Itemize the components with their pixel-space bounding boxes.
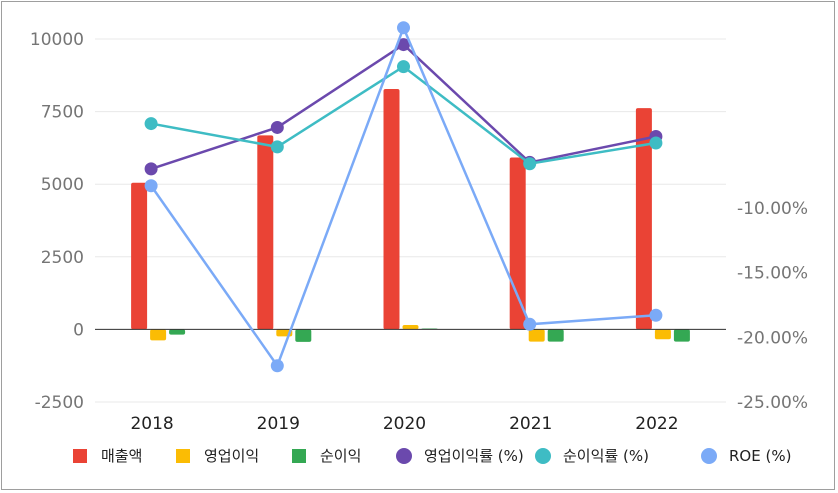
legend-swatch (701, 448, 717, 464)
left-tick-label: 10000 (30, 30, 84, 50)
series-point-2018 (144, 162, 158, 176)
series-point-2020 (397, 21, 410, 35)
legend-label: 매출액 (101, 447, 142, 465)
bar-2019 (295, 329, 312, 342)
bar-2021 (528, 329, 545, 342)
bar-2020 (402, 325, 419, 330)
x-tick-label: 2018 (130, 414, 173, 434)
legend-label: ROE (%) (729, 447, 791, 465)
left-tick-label: 7500 (41, 103, 84, 123)
series-point-2019 (270, 120, 284, 134)
legend-swatch (73, 449, 87, 463)
series-point-2018 (144, 179, 158, 193)
bar-2018 (131, 182, 148, 330)
left-axis-ticks: 10000 7500 5000 2500 0 -2500 (30, 30, 84, 413)
legend-label: 영업이익 (204, 447, 259, 465)
legend-label: 순이익률 (%) (563, 447, 649, 465)
right-tick-label: -20.00% (737, 328, 808, 348)
series-line (150, 24, 656, 369)
series-point-2018 (144, 117, 158, 131)
series-point-2019 (270, 140, 284, 154)
series-line (150, 65, 657, 166)
bar-2018 (150, 329, 167, 341)
legend-swatch (176, 449, 190, 463)
bar-2019 (257, 135, 274, 330)
series-point-2022 (649, 308, 663, 322)
legend: 매출액 영업이익 순이익 영업이익률 (%) 순이익률 (%) ROE (%) (73, 447, 791, 465)
series-point-2021 (523, 317, 537, 331)
x-axis-ticks: 2018 2019 2020 2021 2022 (130, 414, 678, 434)
line-series (144, 21, 663, 373)
x-tick-label: 2019 (257, 414, 300, 434)
series-point-2019 (270, 359, 284, 373)
right-tick-label: -10.00% (737, 199, 808, 219)
bar-2022 (673, 329, 690, 342)
bar-2018 (169, 329, 186, 335)
series-point-2021 (523, 157, 537, 171)
x-tick-label: 2020 (383, 414, 426, 434)
left-tick-label: -2500 (35, 393, 84, 413)
left-tick-label: 5000 (41, 175, 84, 195)
left-tick-label: 2500 (41, 248, 84, 268)
bar-2021 (547, 329, 564, 342)
bar-2021 (509, 157, 526, 330)
grid-lines (95, 38, 726, 403)
series-point-2022 (649, 136, 663, 150)
legend-swatch (292, 449, 306, 463)
x-tick-label: 2021 (509, 414, 552, 434)
legend-swatch (396, 448, 412, 464)
series-point-2020 (397, 38, 410, 52)
x-tick-label: 2022 (635, 414, 678, 434)
right-axis-ticks: -10.00% -15.00% -20.00% -25.00% (737, 199, 808, 413)
series-point-2020 (397, 60, 410, 74)
legend-swatch (535, 448, 551, 464)
legend-label: 영업이익률 (%) (424, 447, 524, 465)
bar-2020 (383, 88, 400, 330)
left-tick-label: 0 (73, 320, 84, 340)
legend-label: 순이익 (320, 447, 361, 465)
right-tick-label: -15.00% (737, 264, 808, 284)
bar-2022 (654, 329, 671, 340)
right-tick-label: -25.00% (737, 393, 808, 413)
bar-marks (131, 88, 690, 342)
bar-2022 (635, 108, 652, 330)
